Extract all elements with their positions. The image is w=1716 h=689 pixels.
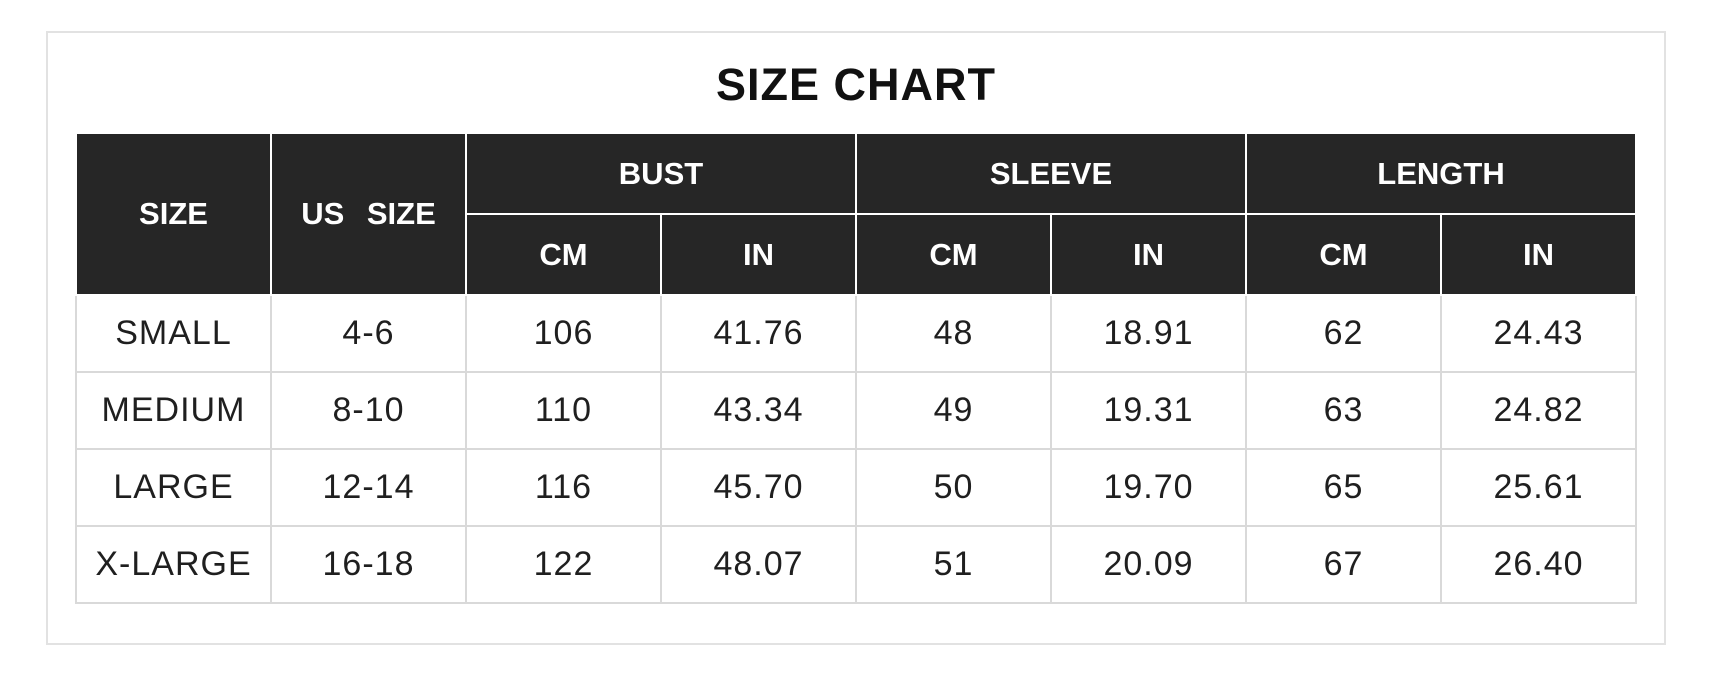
table-row-large: LARGE 12-14 116 45.70 50 19.70 65 25.61 [75, 448, 1637, 527]
cell-length-cm: 65 [1245, 448, 1442, 527]
cell-bust-cm: 110 [465, 371, 662, 450]
cell-bust-in: 48.07 [660, 525, 857, 604]
header-length-in: IN [1440, 213, 1637, 296]
cell-size: LARGE [75, 448, 272, 527]
header-row-groups: SIZE US SIZE BUST SLEEVE LENGTH [75, 132, 1637, 296]
cell-bust-in: 41.76 [660, 294, 857, 373]
header-row-units: CM IN CM IN CM IN [76, 213, 1637, 296]
header-sleeve: SLEEVE [855, 132, 1247, 215]
table-row-small: SMALL 4-6 106 41.76 48 18.91 62 24.43 [75, 294, 1637, 373]
header-length-cm: CM [1245, 213, 1442, 296]
header-us-size: US SIZE [270, 132, 467, 296]
cell-sleeve-in: 20.09 [1050, 525, 1247, 604]
cell-us-size: 12-14 [270, 448, 467, 527]
size-chart-card: SIZE CHART SIZE US SIZE BUST SLEEVE LENG… [46, 31, 1666, 645]
size-chart-title: SIZE CHART [716, 59, 996, 110]
cell-length-in: 24.82 [1440, 371, 1637, 450]
cell-bust-in: 45.70 [660, 448, 857, 527]
cell-length-in: 26.40 [1440, 525, 1637, 604]
cell-size: SMALL [75, 294, 272, 373]
cell-us-size: 16-18 [270, 525, 467, 604]
size-chart-table: SIZE US SIZE BUST SLEEVE LENGTH CM IN CM… [75, 132, 1637, 604]
cell-length-cm: 67 [1245, 525, 1442, 604]
cell-length-in: 25.61 [1440, 448, 1637, 527]
table-row-medium: MEDIUM 8-10 110 43.34 49 19.31 63 24.82 [75, 371, 1637, 450]
cell-bust-cm: 116 [465, 448, 662, 527]
table-body: SMALL 4-6 106 41.76 48 18.91 62 24.43 ME… [75, 294, 1637, 604]
cell-us-size: 8-10 [270, 371, 467, 450]
cell-bust-in: 43.34 [660, 371, 857, 450]
table-header: SIZE US SIZE BUST SLEEVE LENGTH CM IN CM… [75, 132, 1637, 296]
cell-length-cm: 63 [1245, 371, 1442, 450]
cell-sleeve-in: 19.31 [1050, 371, 1247, 450]
header-bust-cm: CM [465, 213, 662, 296]
cell-sleeve-cm: 51 [855, 525, 1052, 604]
cell-sleeve-in: 19.70 [1050, 448, 1247, 527]
cell-bust-cm: 106 [465, 294, 662, 373]
header-bust-in: IN [660, 213, 857, 296]
header-size: SIZE [75, 132, 272, 296]
cell-sleeve-cm: 50 [855, 448, 1052, 527]
cell-sleeve-cm: 48 [855, 294, 1052, 373]
header-sleeve-cm: CM [855, 213, 1052, 296]
header-sleeve-in: IN [1050, 213, 1247, 296]
header-bust: BUST [465, 132, 857, 215]
cell-size: MEDIUM [75, 371, 272, 450]
cell-size: X-LARGE [75, 525, 272, 604]
cell-length-cm: 62 [1245, 294, 1442, 373]
table-row-x-large: X-LARGE 16-18 122 48.07 51 20.09 67 26.4… [75, 525, 1637, 604]
cell-length-in: 24.43 [1440, 294, 1637, 373]
header-length: LENGTH [1245, 132, 1637, 215]
cell-bust-cm: 122 [465, 525, 662, 604]
cell-sleeve-in: 18.91 [1050, 294, 1247, 373]
cell-us-size: 4-6 [270, 294, 467, 373]
cell-sleeve-cm: 49 [855, 371, 1052, 450]
